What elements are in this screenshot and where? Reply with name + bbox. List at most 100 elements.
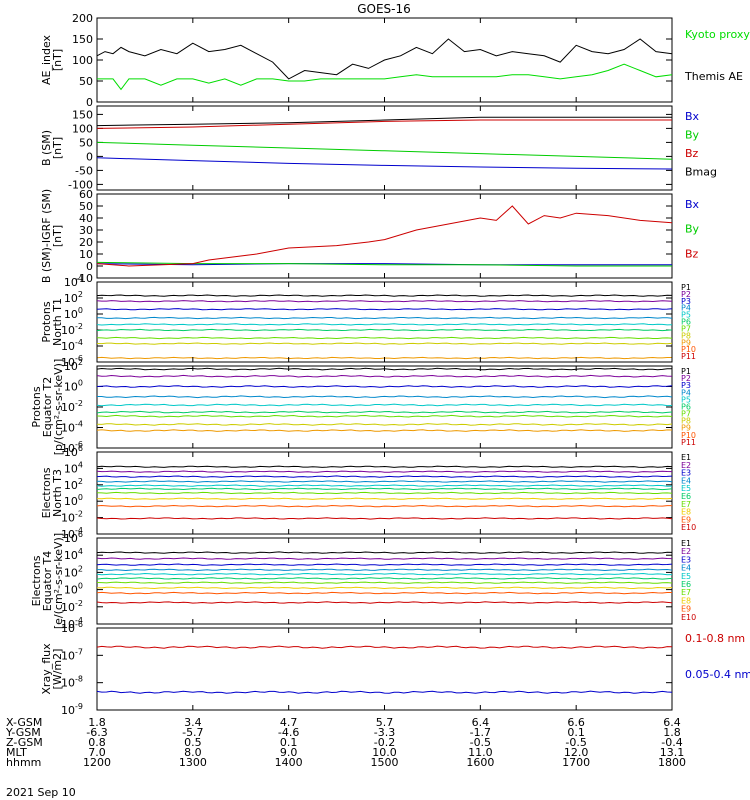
series-line-bz — [96, 119, 672, 129]
y-tick-label: 10 — [79, 248, 93, 261]
panel-frame — [96, 105, 673, 191]
series-line-p8 — [96, 342, 673, 345]
legend-e5: E5 — [681, 484, 691, 493]
legend-bz: Bz — [685, 247, 699, 260]
legend-e8: E8 — [681, 508, 691, 517]
date-label: 2021 Sep 10 — [6, 786, 76, 799]
series-line-e10 — [96, 517, 673, 520]
x-tick-label: -0.2 — [374, 736, 395, 749]
series-line-e7 — [96, 581, 673, 584]
series-line-e3 — [96, 563, 673, 566]
y-axis-label: ElectronsNorth T3 — [40, 467, 64, 518]
panel-frame — [96, 193, 673, 279]
x-tick-label: -1.7 — [470, 726, 491, 739]
y-tick-label: 10-4 — [61, 338, 83, 353]
y-tick-label: 150 — [72, 33, 93, 46]
legend-e8: E8 — [681, 596, 691, 605]
x-tick-label: 12.0 — [564, 746, 589, 759]
x-tick-label: 1800 — [658, 756, 686, 769]
series-line-e7 — [96, 491, 673, 495]
x-tick-label: 0.1 — [280, 736, 298, 749]
panel-frame — [96, 281, 673, 363]
y-tick-label: -10 — [75, 272, 93, 285]
y-tick-label: 104 — [64, 460, 83, 475]
legend-e9: E9 — [681, 515, 691, 524]
legend-p10: P10 — [681, 431, 696, 440]
x-tick-label: -4.6 — [278, 726, 299, 739]
y-axis-label: AE_index[nT] — [40, 34, 64, 85]
series-line-bz — [96, 205, 673, 267]
series-line-0.1-0.8 nm — [96, 645, 673, 649]
x-tick-label: 0.1 — [567, 726, 585, 739]
legend-e3: E3 — [681, 469, 691, 478]
series-line-p6 — [96, 328, 673, 332]
series-line-p3 — [96, 308, 673, 311]
legend-e1: E1 — [681, 539, 691, 548]
legend-e3: E3 — [681, 555, 691, 564]
y-tick-label: 104 — [64, 274, 83, 289]
legend-p6: P6 — [681, 402, 691, 411]
x-tick-label: -0.5 — [565, 736, 586, 749]
x-tick-label: 9.0 — [280, 746, 298, 759]
legend-e2: E2 — [681, 461, 691, 470]
legend-e7: E7 — [681, 500, 691, 509]
series-line-e5 — [96, 484, 673, 487]
series-line-e4 — [97, 568, 673, 572]
series-line-e6 — [96, 487, 673, 491]
y-tick-label: 200 — [72, 12, 93, 25]
y-tick-label: 10-6 — [61, 620, 83, 635]
series-line-p7 — [96, 336, 673, 340]
legend-e5: E5 — [681, 572, 691, 581]
y-tick-label: -100 — [68, 178, 93, 191]
series-line-p6 — [96, 410, 673, 414]
series-line-bx — [96, 263, 672, 266]
series-line-bmag — [96, 116, 672, 127]
series-line-by — [96, 141, 673, 160]
legend-e10: E10 — [681, 523, 696, 532]
legend-p8: P8 — [681, 331, 691, 340]
legend-p10: P10 — [681, 345, 696, 354]
legend-e9: E9 — [681, 605, 691, 614]
y-axis-label: B (SM)-IGRF (SM)[nT] — [40, 189, 64, 283]
legend-p6: P6 — [681, 318, 691, 327]
y-tick-label: 40 — [79, 212, 93, 225]
y-tick-label: 100 — [72, 54, 93, 67]
series-line-e3 — [96, 475, 673, 478]
x-tick-label: 1200 — [83, 756, 111, 769]
x-tick-label: 6.4 — [472, 716, 490, 729]
legend-p1: P1 — [681, 367, 691, 376]
x-tick-label: 13.1 — [660, 746, 685, 759]
series-line-p9 — [96, 429, 673, 432]
legend-e7: E7 — [681, 588, 691, 597]
legend-p5: P5 — [681, 395, 691, 404]
x-tick-label: 0.8 — [88, 736, 106, 749]
series-line-e2 — [96, 557, 673, 560]
legend-e2: E2 — [681, 547, 691, 556]
y-tick-label: 10-8 — [61, 675, 83, 690]
x-tick-label: 4.7 — [280, 716, 298, 729]
legend-0-1-0-8-nm: 0.1-0.8 nm — [685, 632, 745, 645]
series-line-e8 — [96, 497, 673, 500]
series-line-e1 — [96, 465, 673, 468]
y-tick-label: 100 — [64, 379, 83, 394]
y-axis-label: ElectronsEquator T4[e/(cm²-s-sr-keV)] — [30, 533, 65, 629]
series-line-e4 — [96, 480, 673, 483]
y-tick-label: 106 — [64, 530, 83, 545]
series-line-p2 — [96, 300, 673, 303]
series-line-p1 — [96, 294, 673, 297]
x-tick-label: 1500 — [371, 756, 399, 769]
legend-kyoto-proxy-ae: Kyoto proxy AE — [685, 28, 750, 41]
legend-e4: E4 — [681, 564, 691, 573]
x-tick-label: -5.7 — [182, 726, 203, 739]
x-tick-label: 3.4 — [184, 716, 202, 729]
legend-p7: P7 — [681, 410, 691, 419]
y-tick-label: 104 — [64, 547, 83, 562]
y-tick-label: 102 — [64, 477, 83, 492]
legend-p9: P9 — [681, 424, 691, 433]
